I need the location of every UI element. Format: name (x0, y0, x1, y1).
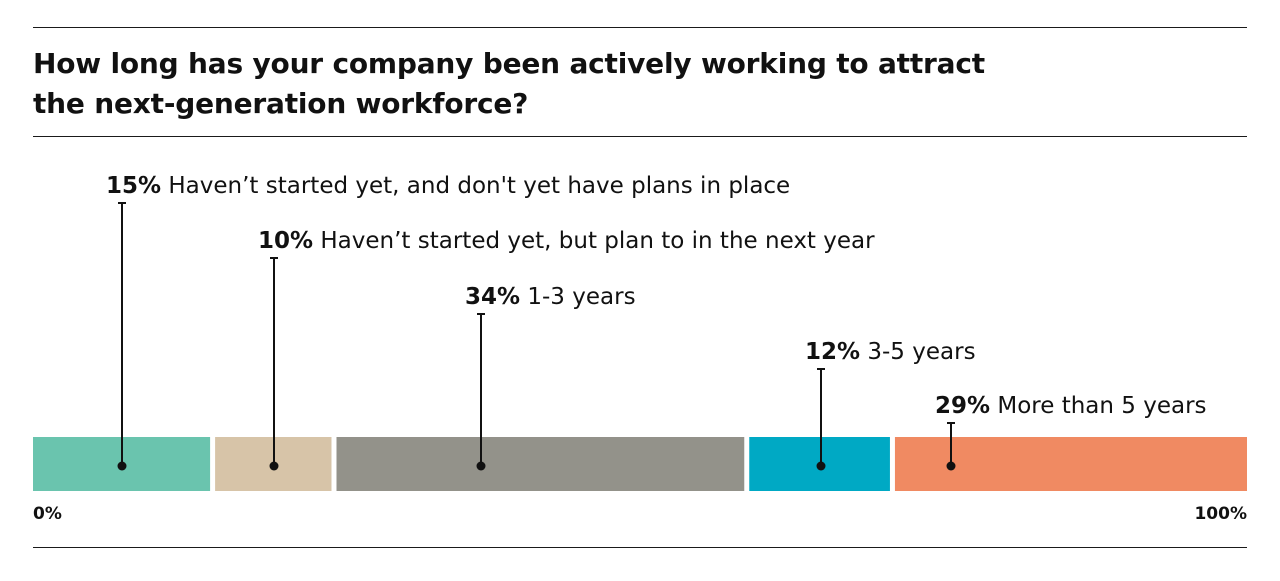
top-rule (33, 27, 1247, 28)
axis-max-label: 100% (1194, 504, 1247, 524)
callout-dot-2 (269, 461, 279, 471)
axis-min-label: 0% (33, 504, 62, 524)
callout-dot-1 (117, 461, 127, 471)
segment-category-3: 1-3 years (527, 284, 635, 310)
bar-segment-3 (336, 437, 745, 491)
segment-value-2: 10% (258, 228, 313, 254)
callout-dot-5 (946, 461, 956, 471)
segment-label-4: 12% 3-5 years (805, 339, 976, 365)
callout-dot-3 (476, 461, 486, 471)
title-divider (33, 136, 1247, 137)
segment-value-3: 34% (465, 284, 520, 310)
segment-value-1: 15% (106, 173, 161, 199)
segment-value-5: 29% (935, 393, 990, 419)
segment-label-2: 10% Haven’t started yet, but plan to in … (258, 228, 875, 254)
segments-layer (33, 437, 1247, 491)
segment-label-3: 34% 1-3 years (465, 284, 636, 310)
segment-category-4: 3-5 years (867, 339, 975, 365)
segment-label-5: 29% More than 5 years (935, 393, 1207, 419)
bottom-rule (33, 547, 1247, 548)
segment-label-1: 15% Haven’t started yet, and don't yet h… (106, 173, 790, 199)
chart-title: How long has your company been actively … (33, 47, 985, 120)
segment-value-4: 12% (805, 339, 860, 365)
callout-dot-4 (816, 461, 826, 471)
segment-category-2: Haven’t started yet, but plan to in the … (320, 228, 875, 254)
segment-category-1: Haven’t started yet, and don't yet have … (168, 173, 790, 199)
callouts-layer: 15% Haven’t started yet, and don't yet h… (106, 173, 1207, 471)
segment-category-5: More than 5 years (997, 393, 1206, 419)
